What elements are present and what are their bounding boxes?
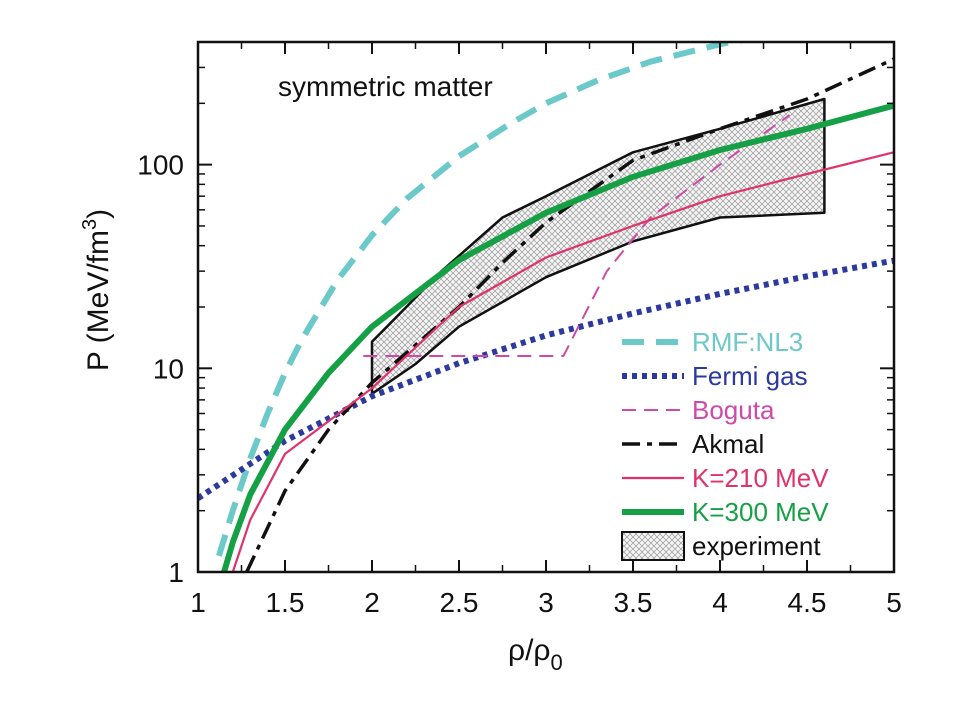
x-tick-label: 3	[538, 587, 554, 618]
series-boguta-line	[363, 114, 791, 357]
x-tick-label: 4	[712, 587, 728, 618]
x-tick-label: 5	[886, 587, 902, 618]
y-axis-label: P (MeV/fm3)	[79, 209, 115, 371]
y-axis-label-end: )	[82, 209, 115, 219]
x-tick-label: 2	[364, 587, 380, 618]
series-k-300-mev-line	[221, 102, 894, 572]
y-axis-label-sup: 3	[79, 219, 101, 230]
ticks-layer: 1 1.5 2 2.5 3 3.5 4 4.5 5 1 10 100	[137, 41, 902, 618]
legend-label-akmal: Akmal	[692, 429, 764, 459]
experiment-band	[370, 97, 826, 396]
x-axis-label: ρ/ρ0	[508, 634, 563, 675]
series-akmal-line	[245, 57, 894, 572]
x-axis-label-sub: 0	[550, 650, 562, 675]
y-tick-label: 10	[153, 353, 184, 384]
annotation-symmetric-matter: symmetric matter	[278, 71, 493, 102]
x-tick-label: 4.5	[788, 587, 827, 618]
series-layer	[198, 42, 894, 572]
legend-label-boguta: Boguta	[692, 395, 775, 425]
experiment-band-layer	[370, 97, 826, 396]
legend-swatch-experiment	[621, 531, 685, 561]
legend-label-k-210-mev: K=210 MeV	[692, 463, 829, 493]
series-k-210-mev-line	[231, 151, 894, 572]
legend: RMF:NL3 Fermi gas Boguta Akmal K=210 MeV K=30…	[621, 327, 829, 561]
x-tick-label: 1.5	[266, 587, 305, 618]
y-tick-label: 100	[137, 150, 184, 181]
series-rmf-nl3-line	[216, 42, 749, 557]
series-fermi-gas-line	[198, 257, 894, 501]
x-tick-label: 1	[190, 587, 206, 618]
legend-label-fermi-gas: Fermi gas	[692, 361, 808, 391]
y-tick-label: 1	[168, 557, 184, 588]
legend-label-k-300-mev: K=300 MeV	[692, 497, 829, 527]
legend-label-experiment: experiment	[692, 531, 821, 561]
x-tick-label: 3.5	[614, 587, 653, 618]
legend-label-rmf-nl3: RMF:NL3	[692, 327, 803, 357]
x-tick-label: 2.5	[440, 587, 479, 618]
